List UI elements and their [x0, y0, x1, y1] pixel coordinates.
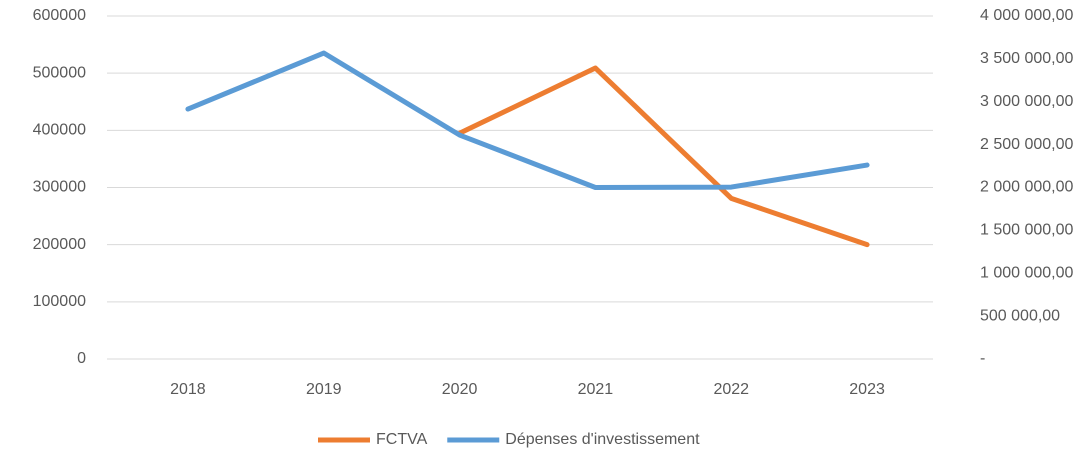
y2-tick-label: 1 000 000,00 [980, 264, 1074, 281]
y-tick-label: 400000 [33, 122, 86, 139]
y2-tick-label: 3 500 000,00 [980, 50, 1074, 67]
y2-tick-label: 500 000,00 [980, 307, 1060, 324]
y2-tick-label: 2 500 000,00 [980, 136, 1074, 153]
y-tick-label: 500000 [33, 64, 86, 81]
y-tick-label: 600000 [33, 7, 86, 24]
series-line [185, 50, 870, 190]
x-tick-label: 2023 [849, 381, 885, 398]
y2-tick-label: 1 500 000,00 [980, 222, 1074, 239]
y2-tick-label: 4 000 000,00 [980, 7, 1074, 24]
legend-label: FCTVA [376, 431, 428, 448]
x-tick-label: 2021 [578, 381, 614, 398]
series-line [457, 65, 870, 248]
y2-tick-label: 3 000 000,00 [980, 93, 1074, 110]
legend-label: Dépenses d'investissement [505, 431, 700, 448]
y-tick-label: 300000 [33, 179, 86, 196]
x-tick-label: 2022 [713, 381, 749, 398]
x-tick-label: 2018 [170, 381, 206, 398]
y2-tick-label: 2 000 000,00 [980, 179, 1074, 196]
x-tick-label: 2020 [442, 381, 478, 398]
x-tick-label: 2019 [306, 381, 342, 398]
y-tick-label: 0 [77, 350, 86, 367]
y-tick-label: 200000 [33, 236, 86, 253]
y2-tick-label: - [980, 350, 985, 367]
y-tick-label: 100000 [33, 293, 86, 310]
